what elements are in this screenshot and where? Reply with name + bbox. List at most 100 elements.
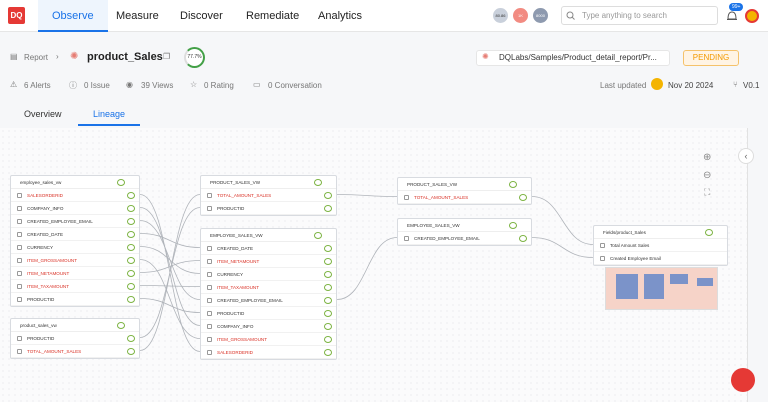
- field-row[interactable]: PRODUCTID: [11, 293, 139, 306]
- lineage-node[interactable]: EMPLOYEE_SALES_VW CREATED_EMPLOYEE_EMAIL: [397, 218, 532, 246]
- field-icon: [207, 285, 212, 290]
- lineage-node[interactable]: employee_sales_vw SALESORDERID COMPANY_INF…: [10, 175, 140, 307]
- node-header: PRODUCT_SALES_VW: [398, 178, 531, 191]
- field-icon: [17, 232, 22, 237]
- top-nav: DQ Observe Measure Discover Remediate Analyt…: [0, 0, 768, 32]
- edges: [139, 194, 594, 352]
- notification-count: 99+: [729, 3, 744, 11]
- nav-tab[interactable]: Remediate: [246, 10, 300, 22]
- field-name: CREATED_DATE: [27, 232, 64, 237]
- node-score: [117, 179, 125, 186]
- nav-tab[interactable]: Measure: [116, 10, 159, 22]
- nav-tab[interactable]: Analytics: [318, 10, 363, 22]
- field-name: TOTAL_AMOUNT_SALES: [414, 195, 469, 200]
- field-row[interactable]: PRODUCTID: [201, 202, 336, 215]
- field-row[interactable]: COMPANY_INFO: [11, 202, 139, 215]
- search-box[interactable]: Type anything to search: [561, 6, 718, 25]
- field-row[interactable]: ITEM_NETAMOUNT: [11, 267, 139, 280]
- field-row[interactable]: PRODUCTID: [11, 332, 139, 345]
- field-row[interactable]: Created Employee Email: [594, 252, 727, 265]
- field-row[interactable]: ITEM_GROSSAMOUNT: [201, 333, 336, 346]
- bell-icon[interactable]: [726, 9, 738, 23]
- node-score: [314, 179, 322, 186]
- field-row[interactable]: TOTAL_AMOUNT_SALES: [398, 191, 531, 204]
- chat-button[interactable]: [731, 368, 755, 392]
- field-row[interactable]: CREATED_EMPLOYEE_EMAIL: [11, 215, 139, 228]
- rating-count[interactable]: 0 Rating: [204, 81, 234, 90]
- field-row[interactable]: ITEM_GROSSAMOUNT: [11, 254, 139, 267]
- field-icon: [207, 337, 212, 342]
- field-name: Total Amount Sales: [610, 243, 650, 248]
- lineage-node[interactable]: PRODUCT_SALES_VW TOTAL_AMOUNT_SALES PRODUC…: [200, 175, 337, 216]
- copy-icon[interactable]: ❐: [163, 52, 171, 61]
- breadcrumb[interactable]: Report: [24, 53, 49, 62]
- field-score: [324, 336, 332, 343]
- nav-tab[interactable]: Discover: [180, 10, 223, 22]
- lineage-edge: [139, 285, 201, 287]
- tab-lineage[interactable]: Lineage: [78, 104, 140, 126]
- field-row[interactable]: SALESORDERID: [201, 346, 336, 359]
- field-row[interactable]: COMPANY_INFO: [201, 320, 336, 333]
- field-name: CURRENCY: [217, 272, 244, 277]
- field-icon: [17, 284, 22, 289]
- conversation-count[interactable]: 0 Conversation: [268, 81, 322, 90]
- lineage-node[interactable]: EMPLOYEE_SALES_VW CREATED_DATE ITEM_NETAMO…: [200, 228, 337, 360]
- field-row[interactable]: CURRENCY: [201, 268, 336, 281]
- field-icon: [17, 206, 22, 211]
- lineage-edge: [139, 194, 201, 351]
- field-row[interactable]: PRODUCTID: [201, 307, 336, 320]
- alert-icon: ⚠: [10, 80, 18, 89]
- views-icon: ◉: [126, 80, 133, 89]
- field-row[interactable]: CREATED_DATE: [201, 242, 336, 255]
- node-title: product_sales_vw: [20, 323, 57, 328]
- lineage-node[interactable]: Fields/product_Sales Total Amount Sales Cr…: [593, 225, 728, 266]
- lineage-edge: [531, 196, 594, 245]
- node-score: [117, 322, 125, 329]
- field-name: COMPANY_INFO: [27, 206, 64, 211]
- lineage-node[interactable]: PRODUCT_SALES_VW TOTAL_AMOUNT_SALES: [397, 177, 532, 205]
- lineage-edge: [336, 237, 398, 300]
- field-name: PRODUCTID: [217, 206, 245, 211]
- field-name: ITEM_TAXAMOUNT: [27, 284, 70, 289]
- field-icon: [17, 349, 22, 354]
- field-score: [324, 245, 332, 252]
- field-row[interactable]: SALESORDERID: [11, 189, 139, 202]
- field-row[interactable]: CREATED_EMPLOYEE_EMAIL: [201, 294, 336, 307]
- node-header: product_sales_vw: [11, 319, 139, 332]
- field-score: [324, 192, 332, 199]
- zoom-in[interactable]: ⊕: [703, 152, 712, 163]
- lineage-node[interactable]: product_sales_vw PRODUCTID TOTAL_AMOUNT_SA…: [10, 318, 140, 359]
- collapse-panel[interactable]: ‹: [738, 148, 754, 164]
- score-badge: 8000: [533, 8, 548, 23]
- score-badge: 1K: [513, 8, 528, 23]
- minimap[interactable]: [605, 267, 718, 310]
- node-header: employee_sales_vw: [11, 176, 139, 189]
- field-row[interactable]: TOTAL_AMOUNT_SALES: [11, 345, 139, 358]
- node-header: PRODUCT_SALES_VW: [201, 176, 336, 189]
- alerts-count[interactable]: 6 Alerts: [24, 81, 51, 90]
- field-score: [127, 296, 135, 303]
- field-row[interactable]: CREATED_EMPLOYEE_EMAIL: [398, 232, 531, 245]
- tab-overview[interactable]: Overview: [24, 109, 62, 119]
- field-row[interactable]: TOTAL_AMOUNT_SALES: [201, 189, 336, 202]
- minimap-node: [644, 274, 664, 299]
- lineage-edge: [139, 298, 201, 313]
- user-avatar[interactable]: [745, 9, 759, 23]
- status-badge: PENDING: [683, 50, 739, 66]
- field-row[interactable]: CURRENCY: [11, 241, 139, 254]
- field-row[interactable]: ITEM_TAXAMOUNT: [11, 280, 139, 293]
- node-title: employee_sales_vw: [20, 180, 62, 185]
- field-row[interactable]: ITEM_TAXAMOUNT: [201, 281, 336, 294]
- field-row[interactable]: ITEM_NETAMOUNT: [201, 255, 336, 268]
- field-icon: [17, 258, 22, 263]
- zoom-out[interactable]: ⊖: [703, 170, 712, 181]
- field-name: ITEM_NETAMOUNT: [27, 271, 70, 276]
- version: V0.1: [743, 81, 760, 90]
- logo[interactable]: DQ: [8, 7, 25, 24]
- field-score: [127, 270, 135, 277]
- issues-count[interactable]: 0 Issue: [84, 81, 110, 90]
- fit-view[interactable]: ⛶: [704, 187, 711, 197]
- field-row[interactable]: Total Amount Sales: [594, 239, 727, 252]
- nav-tab[interactable]: Observe: [38, 0, 108, 32]
- field-row[interactable]: CREATED_DATE: [11, 228, 139, 241]
